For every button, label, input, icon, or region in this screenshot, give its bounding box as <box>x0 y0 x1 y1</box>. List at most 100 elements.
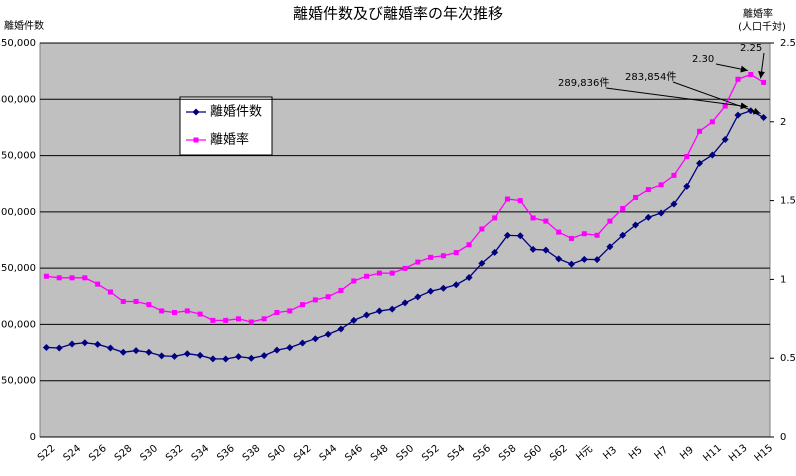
marker <box>132 347 140 355</box>
marker <box>119 348 127 356</box>
chart-title: 離婚件数及び離婚率の年次推移 <box>293 5 503 23</box>
annotation: 2.30 <box>692 54 714 65</box>
marker <box>337 325 345 333</box>
x-tick-label: S48 <box>369 443 391 464</box>
marker <box>388 305 396 313</box>
marker <box>351 278 357 284</box>
x-tick-label: S58 <box>497 443 519 464</box>
marker <box>440 253 446 259</box>
marker <box>236 316 242 322</box>
marker <box>184 308 190 314</box>
marker <box>567 260 575 268</box>
y2-axis-title: (人口千対) <box>738 20 786 33</box>
marker <box>632 221 640 229</box>
marker <box>350 316 358 324</box>
y2-tick-label: 0 <box>780 432 786 443</box>
x-tick-label: S32 <box>164 443 186 464</box>
marker <box>606 243 614 251</box>
y2-tick-label: 0.5 <box>780 353 796 364</box>
plot-area <box>39 42 771 438</box>
marker <box>312 297 318 303</box>
marker <box>670 200 678 208</box>
marker <box>594 232 600 238</box>
marker <box>68 340 76 348</box>
legend <box>179 96 273 156</box>
marker <box>159 308 165 314</box>
legend-box <box>179 96 273 156</box>
marker <box>247 354 255 362</box>
y-tick-label: 200,000 <box>0 207 36 218</box>
x-tick-label: H5 <box>627 445 645 462</box>
y-tick-label: 250,000 <box>0 151 36 162</box>
annotation-arrow <box>758 52 765 79</box>
marker <box>466 242 472 248</box>
marker <box>530 215 536 221</box>
annotation-arrow <box>605 87 748 110</box>
x-tick-label: S50 <box>394 443 416 464</box>
x-tick-label: H元 <box>574 444 595 464</box>
legend-marker <box>193 137 199 143</box>
y2-tick-label: 1.5 <box>780 196 796 207</box>
x-tick-label: S52 <box>420 443 442 464</box>
x-tick-label: S44 <box>318 443 340 464</box>
marker <box>556 229 562 235</box>
x-tick-label: S36 <box>215 443 237 464</box>
marker <box>427 287 435 295</box>
marker <box>465 273 473 281</box>
marker <box>491 248 499 256</box>
marker <box>607 218 613 224</box>
marker <box>56 275 62 281</box>
marker <box>492 215 498 221</box>
marker <box>42 343 50 351</box>
legend-marker <box>192 108 200 116</box>
y-tick-label: 150,000 <box>0 263 36 274</box>
marker <box>146 302 152 308</box>
marker <box>81 339 89 347</box>
marker <box>273 346 281 354</box>
y2-axis-title: 離婚率 <box>743 7 773 20</box>
marker <box>197 311 203 317</box>
marker <box>644 213 652 221</box>
marker <box>580 255 588 263</box>
annotation-arrow <box>715 63 748 73</box>
x-tick-label: S46 <box>343 443 365 464</box>
marker <box>684 153 690 159</box>
marker <box>543 218 549 224</box>
x-tick-label: H13 <box>727 443 750 464</box>
x-tick-label: S62 <box>548 443 570 464</box>
marker <box>261 316 267 322</box>
marker <box>415 259 421 265</box>
marker <box>734 111 742 119</box>
marker <box>735 76 741 82</box>
marker <box>516 232 524 240</box>
marker <box>210 317 216 323</box>
marker <box>593 256 601 264</box>
marker <box>324 330 332 338</box>
annotation-arrow <box>672 81 761 115</box>
marker <box>158 352 166 360</box>
marker <box>581 231 587 237</box>
marker <box>170 352 178 360</box>
marker <box>620 205 626 211</box>
marker <box>82 275 88 281</box>
marker <box>363 311 371 319</box>
x-tick-label: S42 <box>292 443 314 464</box>
marker <box>55 344 63 352</box>
marker <box>389 270 395 276</box>
marker <box>708 151 716 159</box>
marker <box>107 289 113 295</box>
x-tick-label: S56 <box>471 443 493 464</box>
marker <box>671 172 677 178</box>
marker <box>760 113 768 121</box>
y-tick-label: 350,000 <box>0 38 36 49</box>
marker <box>619 231 627 239</box>
legend-label: 離婚率 <box>210 132 249 148</box>
x-tick-label: H9 <box>678 445 696 462</box>
marker <box>94 340 102 348</box>
y-tick-label: 100,000 <box>0 319 36 330</box>
marker <box>517 198 523 204</box>
x-tick-label: H3 <box>601 445 619 462</box>
annotation: 289,836件 <box>558 77 609 89</box>
x-tick-label: S38 <box>241 443 263 464</box>
marker <box>223 317 229 323</box>
